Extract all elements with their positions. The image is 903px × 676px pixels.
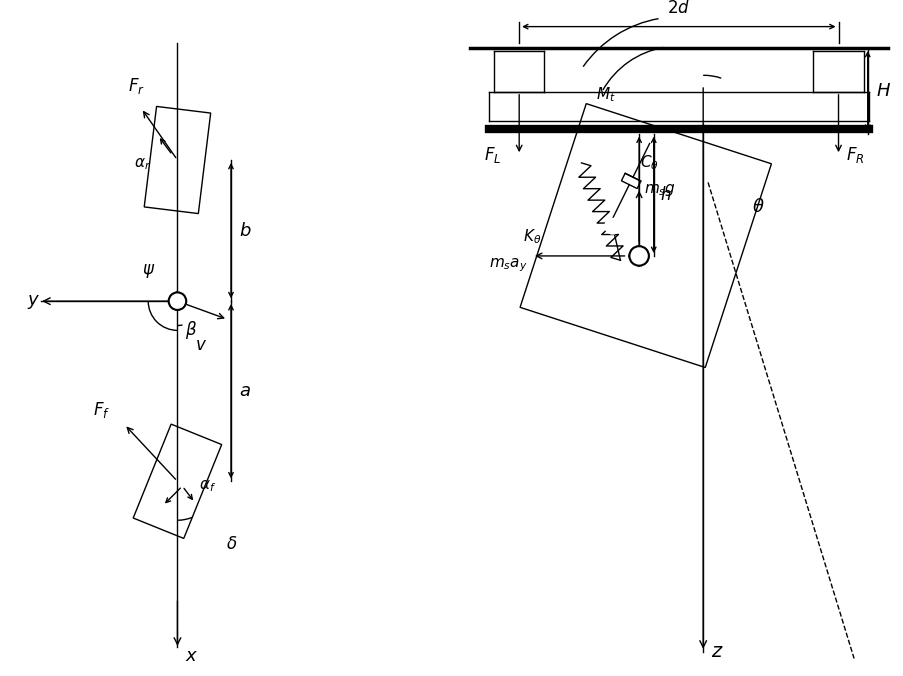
Text: $\psi$: $\psi$ [142, 262, 154, 280]
Circle shape [628, 246, 648, 266]
Circle shape [169, 293, 186, 310]
Circle shape [169, 293, 186, 310]
Text: $M_t$: $M_t$ [595, 86, 615, 104]
Text: $C_\theta$: $C_\theta$ [639, 153, 658, 172]
Text: $\beta$: $\beta$ [185, 319, 197, 341]
Text: $m_s a_y$: $m_s a_y$ [488, 257, 526, 274]
Text: $\alpha_r$: $\alpha_r$ [134, 157, 151, 172]
Text: $K_\theta$: $K_\theta$ [523, 227, 541, 245]
Text: $\delta$: $\delta$ [226, 535, 237, 554]
Text: $F_L$: $F_L$ [484, 145, 501, 165]
Circle shape [628, 246, 648, 266]
Text: $x$: $x$ [185, 647, 199, 665]
Text: $F_r$: $F_r$ [127, 76, 144, 95]
Text: $h$: $h$ [659, 186, 670, 204]
Text: $a$: $a$ [238, 382, 250, 400]
Text: $H$: $H$ [874, 82, 889, 100]
Circle shape [604, 218, 619, 234]
Text: $y$: $y$ [27, 293, 40, 311]
Text: $2d$: $2d$ [666, 0, 690, 17]
Text: $F_R$: $F_R$ [845, 145, 864, 165]
Text: $m_s g$: $m_s g$ [643, 182, 675, 197]
Text: $\alpha_f$: $\alpha_f$ [199, 478, 216, 493]
Text: $z$: $z$ [710, 642, 722, 660]
Text: $F_f$: $F_f$ [92, 400, 109, 420]
Text: $b$: $b$ [238, 222, 251, 239]
Text: $\theta$: $\theta$ [751, 197, 764, 216]
Text: $v$: $v$ [195, 336, 207, 354]
